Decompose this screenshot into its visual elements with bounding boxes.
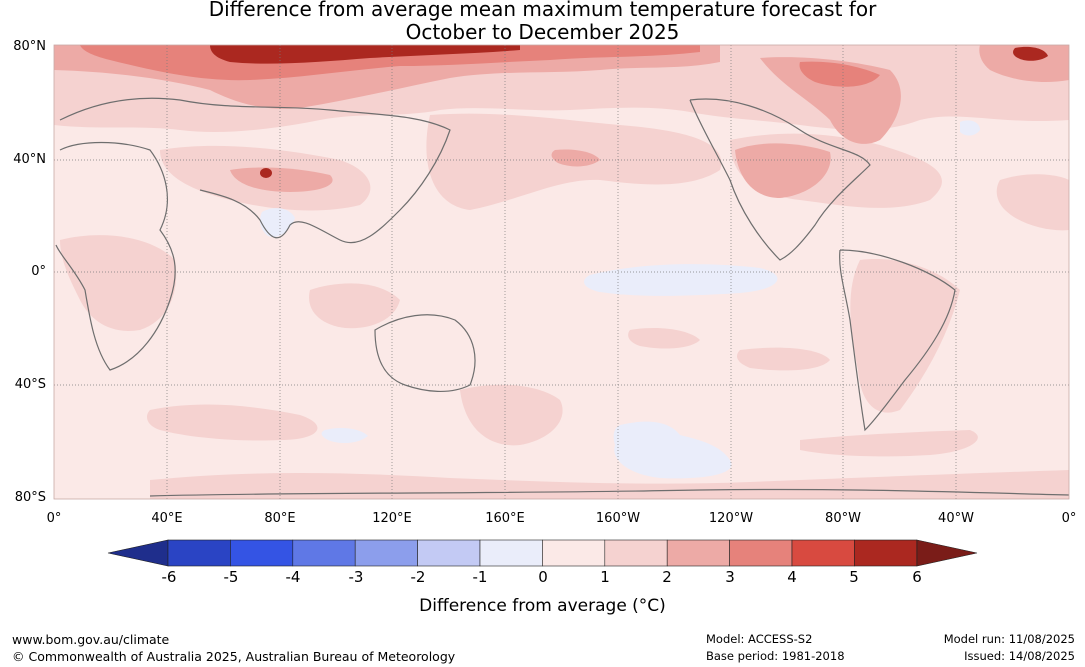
colorbar [107,539,978,567]
atlantic-south-region [800,430,978,457]
colorbar-tick: 6 [912,568,922,586]
south-america-coast [839,249,956,432]
graticule [54,45,1069,499]
himalaya-hotspot [260,168,272,178]
central-pacific-region [628,328,700,349]
lat-label-40n: 40°N [13,152,46,167]
africa-coast [55,141,176,371]
colorbar-extend-high [916,539,978,567]
model-name: Model: ACCESS-S2 [706,632,813,646]
colorbar-tick: 3 [725,568,735,586]
lon-label-120w: 120°W [708,511,754,526]
coastlines [55,97,1069,497]
anomaly-4-6-regions [210,45,1048,178]
india-cool-region [260,208,295,238]
title-line-1: Difference from average mean maximum tem… [208,0,877,21]
colorbar-cell [666,539,730,567]
europe-asia-coast [59,97,451,244]
lon-label-40e: 40°E [151,511,183,526]
lon-label-80w: 80°W [825,511,861,526]
colorbar-cell [417,539,481,567]
title-line-2: October to December 2025 [405,20,680,44]
lat-label-80s: 80°S [14,490,46,505]
antarctica-coast [149,488,1069,497]
atlantic-north-region [996,174,1069,231]
lat-label-80n: 80°N [13,39,46,54]
base-period: Base period: 1981-2018 [706,649,845,663]
pacific-south-region [460,384,563,446]
tibet-region [230,167,333,192]
colorbar-cell [542,539,606,567]
website-link[interactable]: www.bom.gov.au/climate [12,632,170,647]
model-run-date: Model run: 11/08/2025 [943,632,1075,646]
north-america-coast [689,98,871,261]
lat-label-0: 0° [31,264,46,279]
footer-model-info: Model: ACCESS-S2 Base period: 1981-2018 [706,631,845,665]
colorbar-cell [479,539,543,567]
colorbar-tick: 0 [538,568,548,586]
southern-indian-cool-region [321,428,368,444]
lon-label-80e: 80°E [264,511,296,526]
lon-label-0-left: 0° [46,511,62,526]
colorbar-cell [292,539,356,567]
southern-ocean-region [150,470,1069,499]
north-pacific-region [551,149,600,167]
footer-left: www.bom.gov.au/climate © Commonwealth of… [12,631,455,665]
colorbar-cell [729,539,793,567]
anomaly-1-2-regions [54,45,1069,499]
canada-arctic-strong-region [799,61,880,87]
colorbar-tick: 1 [600,568,610,586]
colorbar-tick: 4 [787,568,797,586]
issued-date: Issued: 14/08/2025 [964,649,1075,663]
colorbar-cells [167,539,918,567]
lon-label-120e: 120°E [372,511,412,526]
africa-region [60,235,177,331]
map-area: 80°N 40°N 0° 40°S 80°S 0° 40°E 80°E 120°… [13,39,1077,526]
colorbar-cell [604,539,668,567]
map-title: Difference from average mean maximum tem… [0,0,1085,44]
footer-dates: Model run: 11/08/2025 Issued: 14/08/2025 [944,631,1075,665]
colorbar-tick: -1 [472,568,488,586]
lon-label-160e: 160°E [485,511,525,526]
lon-label-160w: 160°W [595,511,641,526]
colorbar-tick: -3 [348,568,364,586]
copyright-text: © Commonwealth of Australia 2025, Austra… [12,649,456,664]
colorbar-cell [791,539,855,567]
arctic-hotspot-region [210,45,520,64]
australia-region [309,283,400,329]
colorbar-cell [230,539,294,567]
colorbar-tick: -5 [223,568,239,586]
colorbar-tick: -6 [161,568,177,586]
colorbar-label: Difference from average (°C) [419,596,666,616]
colorbar-tick: 2 [662,568,672,586]
south-america-region [850,259,960,413]
usa-region [735,143,831,198]
colorbar-tick: -4 [285,568,301,586]
colorbar-tick: 5 [849,568,859,586]
colorbar-extend-low [107,539,169,567]
lat-label-40s: 40°S [14,377,46,392]
lon-label-0-right: 0° [1061,511,1077,526]
colorbar-cell [354,539,418,567]
colorbar-tick: -2 [410,568,426,586]
indian-ocean-region [147,404,318,441]
greenland-hotspot-region [1013,46,1048,61]
atlantic-cool-region [960,120,980,136]
australia-coast [374,314,476,393]
map-frame [53,44,1070,500]
map-svg [53,44,1070,500]
south-pacific-cool-region [613,421,732,479]
colorbar-cell [854,539,918,567]
colorbar-cell [167,539,231,567]
east-pacific-region [737,347,830,371]
lon-label-40w: 40°W [938,511,974,526]
